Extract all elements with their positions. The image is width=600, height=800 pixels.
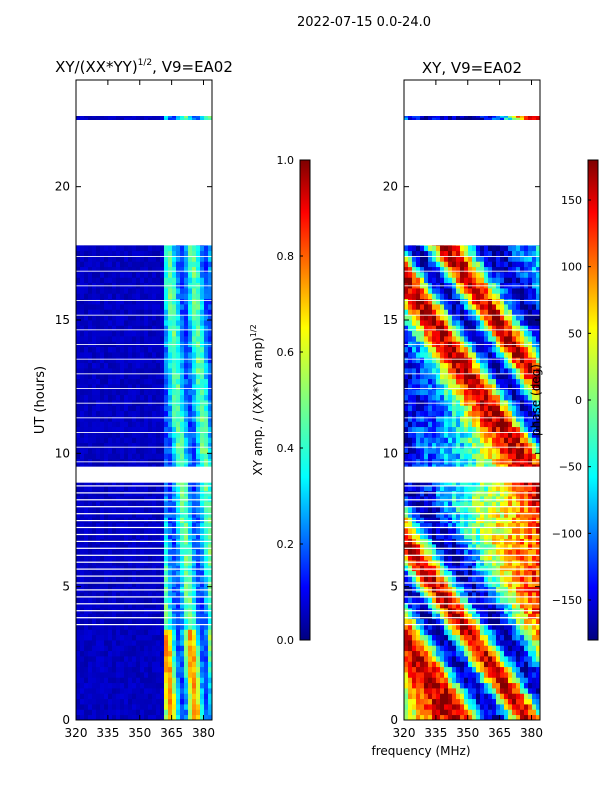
right-ytick-label: 20 bbox=[383, 180, 398, 194]
figure-suptitle: 2022-07-15 0.0-24.0 bbox=[297, 15, 431, 30]
left-ytick-label: 10 bbox=[55, 446, 70, 460]
left-xtick-label: 380 bbox=[192, 726, 215, 740]
right-colorbar-tick-label: 0 bbox=[575, 394, 582, 407]
right-colorbar-tick-label: 150 bbox=[561, 194, 582, 207]
left-colorbar-tick-label: 0.4 bbox=[277, 442, 295, 455]
left-ytick-label: 5 bbox=[62, 580, 70, 594]
left-panel-title: XY/(XX*YY)1/2, V9=EA02 bbox=[55, 58, 233, 76]
figure-xlabel: frequency (MHz) bbox=[371, 744, 470, 758]
right-ytick-label: 0 bbox=[390, 713, 398, 727]
right-colorbar-tick-label: 50 bbox=[568, 327, 582, 340]
right-colorbar-tick-label: −50 bbox=[559, 461, 582, 474]
left-colorbar-label: XY amp. / (XX*YY amp)1/2 bbox=[249, 324, 265, 475]
left-colorbar-tick-label: 1.0 bbox=[277, 154, 295, 167]
left-ytick-label: 15 bbox=[55, 313, 70, 327]
left-colorbar-tick-label: 0.0 bbox=[277, 634, 295, 647]
right-colorbar-label: phase (deg) bbox=[529, 364, 543, 436]
right-xtick-label: 320 bbox=[393, 726, 416, 740]
right-plot-frame bbox=[403, 79, 541, 721]
left-xtick-label: 350 bbox=[128, 726, 151, 740]
left-colorbar-tick-label: 0.8 bbox=[277, 250, 295, 263]
right-ytick-label: 15 bbox=[383, 313, 398, 327]
right-xtick-label: 350 bbox=[456, 726, 479, 740]
right-ytick-label: 5 bbox=[390, 580, 398, 594]
right-ytick-label: 10 bbox=[383, 446, 398, 460]
left-ytick-label: 0 bbox=[62, 713, 70, 727]
left-colorbar-tick-label: 0.2 bbox=[277, 538, 295, 551]
left-plot-frame bbox=[75, 79, 213, 721]
left-xtick-label: 365 bbox=[160, 726, 183, 740]
left-ytick-label: 20 bbox=[55, 180, 70, 194]
left-xtick-label: 320 bbox=[65, 726, 88, 740]
left-colorbar-tick-label: 0.6 bbox=[277, 346, 295, 359]
left-ylabel: UT (hours) bbox=[33, 366, 48, 434]
left-colorbar bbox=[299, 159, 311, 641]
right-colorbar-tick-label: 100 bbox=[561, 261, 582, 274]
right-xtick-label: 365 bbox=[488, 726, 511, 740]
left-heatmap bbox=[76, 80, 212, 720]
right-colorbar-tick-label: −150 bbox=[552, 594, 582, 607]
right-xtick-label: 335 bbox=[424, 726, 447, 740]
left-xtick-label: 335 bbox=[96, 726, 119, 740]
right-heatmap bbox=[404, 80, 540, 720]
right-panel-title: XY, V9=EA02 bbox=[422, 59, 522, 77]
right-xtick-label: 380 bbox=[520, 726, 543, 740]
right-colorbar-tick-label: −100 bbox=[552, 527, 582, 540]
